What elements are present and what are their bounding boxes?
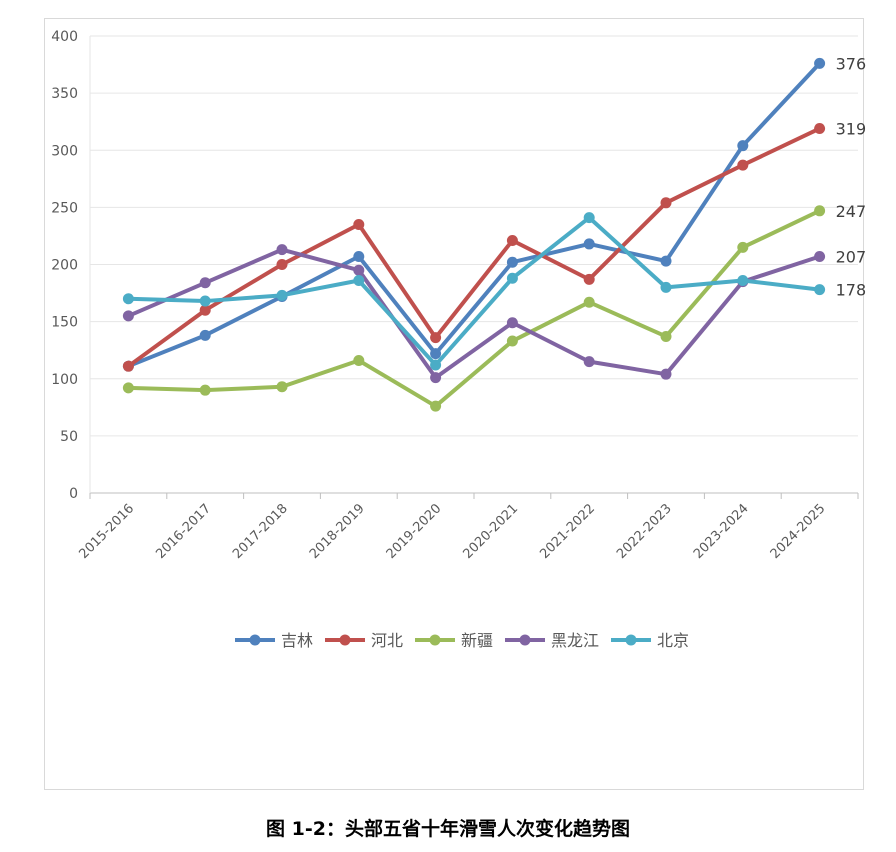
data-point — [276, 244, 288, 256]
data-point — [814, 205, 826, 217]
legend-marker-icon — [519, 634, 531, 646]
data-point — [353, 354, 365, 366]
y-tick-label: 150 — [51, 315, 78, 331]
data-point — [430, 372, 442, 384]
series-line-新疆 — [128, 208, 821, 409]
y-tick-label: 200 — [51, 258, 78, 274]
data-point — [276, 289, 288, 301]
series-line-河北 — [127, 126, 821, 368]
data-point — [430, 348, 442, 360]
data-point — [199, 295, 211, 307]
data-point — [583, 296, 595, 308]
data-point — [506, 256, 518, 268]
chart-frame — [44, 18, 864, 790]
x-tick-label: 2024-2025 — [768, 501, 829, 562]
data-point — [814, 123, 826, 135]
legend-label: 吉林 — [281, 631, 313, 650]
series-line-黑龙江 — [127, 247, 821, 380]
data-point — [199, 329, 211, 341]
data-point — [583, 356, 595, 368]
x-tick-label: 2017-2018 — [230, 501, 291, 562]
data-point — [199, 384, 211, 396]
legend-marker-icon — [429, 634, 441, 646]
data-point — [660, 255, 672, 267]
data-point — [737, 140, 749, 152]
end-data-label: 207 — [836, 248, 867, 267]
x-tick-label: 2020-2021 — [461, 501, 522, 562]
legend-marker-icon — [625, 634, 637, 646]
y-tick-label: 250 — [51, 200, 78, 216]
y-tick-label: 350 — [51, 86, 78, 102]
end-data-label: 319 — [836, 120, 867, 139]
end-data-label: 247 — [836, 202, 867, 221]
legend-label: 北京 — [657, 631, 689, 650]
series-line-北京 — [128, 215, 820, 368]
series-line-吉林 — [127, 62, 822, 369]
data-point — [122, 382, 134, 394]
data-point — [660, 281, 672, 293]
x-tick-label: 2018-2019 — [307, 501, 368, 562]
data-point — [276, 259, 288, 270]
x-tick-label: 2016-2017 — [153, 501, 214, 562]
data-point — [506, 272, 518, 284]
data-point — [660, 330, 672, 342]
x-tick-label: 2019-2020 — [384, 501, 445, 562]
data-point — [814, 284, 826, 296]
y-tick-label: 400 — [51, 29, 78, 45]
x-tick-label: 2021-2022 — [537, 501, 598, 562]
data-point — [353, 264, 365, 276]
legend-label: 黑龙江 — [551, 631, 599, 650]
data-point — [660, 197, 672, 209]
data-point — [276, 381, 288, 393]
x-tick-label: 2015-2016 — [77, 501, 138, 562]
x-tick-label: 2023-2024 — [691, 501, 752, 562]
data-point — [430, 359, 442, 371]
end-data-label: 376 — [836, 54, 867, 73]
data-point — [199, 304, 211, 316]
data-point — [199, 277, 211, 289]
legend-marker-icon — [339, 634, 351, 646]
legend-label: 河北 — [371, 631, 403, 650]
data-point — [122, 310, 134, 322]
data-point — [353, 274, 365, 286]
y-tick-label: 100 — [51, 372, 78, 388]
data-point — [353, 219, 365, 231]
y-tick-label: 50 — [60, 429, 78, 445]
data-point — [122, 293, 134, 305]
data-point — [814, 251, 826, 263]
end-data-label: 178 — [836, 281, 867, 300]
data-point — [430, 400, 442, 412]
data-point — [583, 273, 595, 285]
data-point — [737, 274, 749, 286]
data-point — [430, 332, 442, 344]
data-point — [814, 57, 826, 69]
data-point — [583, 238, 595, 250]
data-point — [737, 159, 749, 171]
x-tick-label: 2022-2023 — [614, 501, 675, 562]
data-point — [506, 235, 518, 247]
figure-caption: 图 1-2：头部五省十年滑雪人次变化趋势图 — [266, 818, 630, 840]
data-point — [506, 335, 518, 347]
data-point — [737, 241, 749, 253]
y-tick-label: 0 — [69, 486, 78, 502]
data-point — [122, 360, 134, 372]
data-point — [506, 317, 518, 329]
y-tick-label: 300 — [51, 143, 78, 159]
data-point — [660, 368, 672, 380]
data-point — [583, 212, 595, 224]
legend-marker-icon — [249, 634, 261, 646]
legend-label: 新疆 — [461, 631, 493, 650]
data-point — [353, 251, 365, 263]
